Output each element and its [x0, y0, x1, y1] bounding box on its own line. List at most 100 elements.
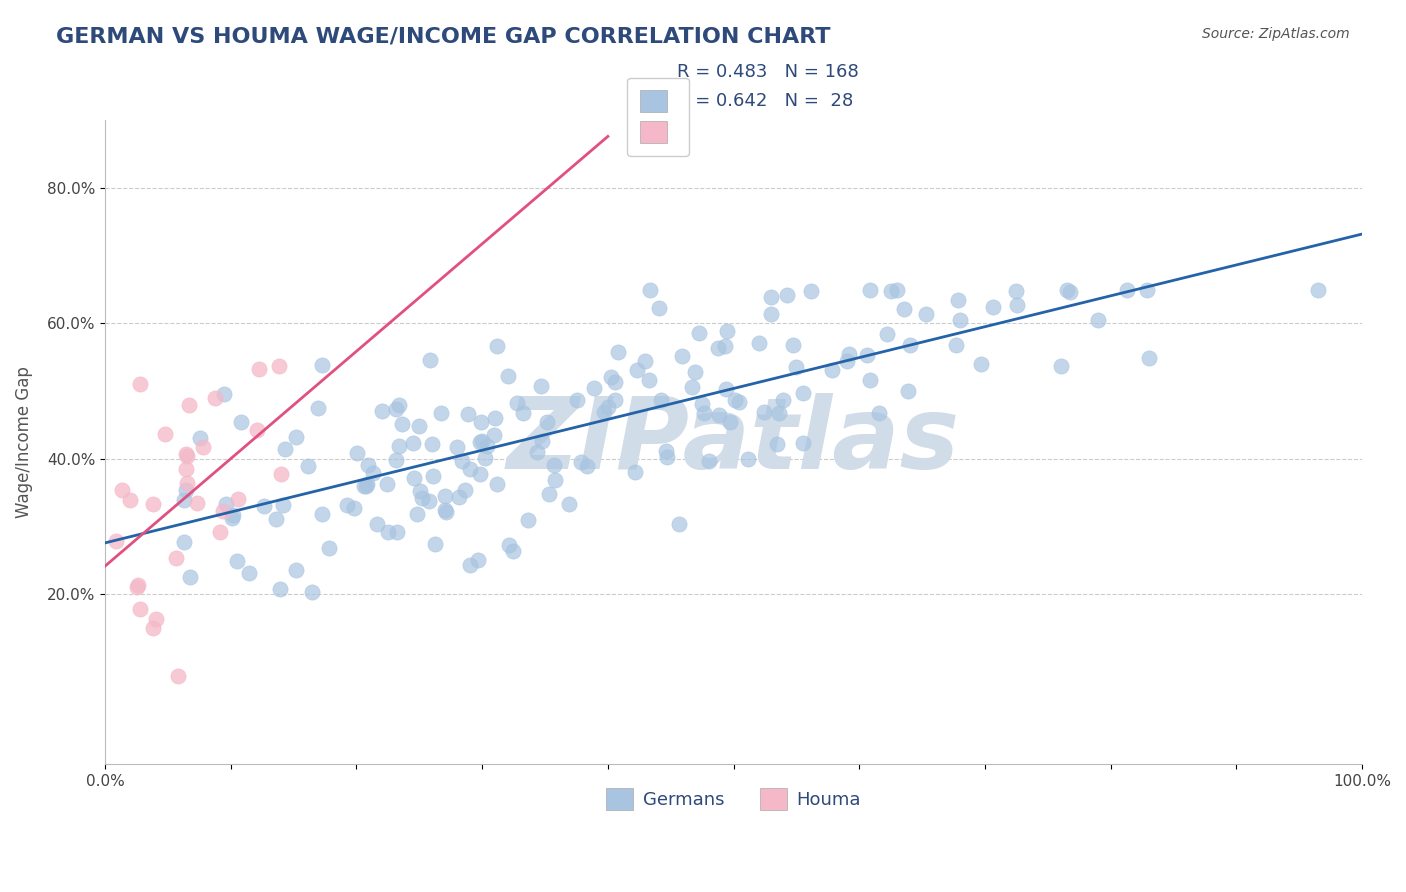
Point: [434, 505, 457, 519]
Point: [145, 611, 167, 625]
Point: [284, 563, 307, 577]
Point: [707, 408, 730, 422]
Point: [284, 430, 307, 444]
Point: [498, 538, 520, 552]
Point: [215, 496, 238, 510]
Point: [127, 580, 149, 594]
Point: [222, 508, 245, 522]
Point: [361, 466, 384, 480]
Point: [506, 395, 529, 409]
Point: [1056, 283, 1078, 297]
Point: [354, 479, 377, 493]
Point: [385, 525, 408, 540]
Point: [718, 415, 741, 429]
Point: [697, 454, 720, 468]
Point: [377, 525, 399, 540]
Point: [737, 452, 759, 467]
Point: [271, 498, 294, 512]
Point: [655, 444, 678, 458]
Point: [212, 504, 235, 518]
Point: [727, 395, 749, 409]
Point: [868, 406, 890, 420]
Point: [269, 359, 291, 374]
Point: [886, 283, 908, 297]
Point: [638, 283, 661, 297]
Point: [357, 458, 380, 472]
Point: [176, 475, 198, 490]
Point: [458, 558, 481, 572]
Point: [531, 434, 554, 448]
Point: [174, 447, 197, 461]
Point: [792, 435, 814, 450]
Point: [247, 362, 270, 376]
Point: [856, 348, 879, 362]
Point: [1059, 285, 1081, 299]
Point: [565, 392, 588, 407]
Point: [422, 469, 444, 483]
Point: [346, 445, 368, 459]
Point: [153, 426, 176, 441]
Point: [486, 476, 509, 491]
Point: [759, 307, 782, 321]
Point: [693, 406, 716, 420]
Point: [859, 373, 882, 387]
Point: [714, 382, 737, 396]
Point: [583, 381, 606, 395]
Point: [208, 524, 231, 539]
Text: R = 0.483   N = 168: R = 0.483 N = 168: [678, 62, 859, 81]
Point: [748, 335, 770, 350]
Point: [468, 467, 491, 481]
Text: GERMAN VS HOUMA WAGE/INCOME GAP CORRELATION CHART: GERMAN VS HOUMA WAGE/INCOME GAP CORRELAT…: [56, 27, 831, 46]
Point: [246, 423, 269, 437]
Point: [512, 406, 534, 420]
Point: [270, 467, 292, 481]
Point: [897, 384, 920, 399]
Point: [1137, 351, 1160, 366]
Point: [186, 496, 208, 510]
Point: [188, 431, 211, 445]
Point: [484, 428, 506, 442]
Point: [655, 450, 678, 464]
Point: [1005, 298, 1028, 312]
Point: [949, 312, 972, 326]
Point: [470, 415, 492, 429]
Point: [274, 442, 297, 457]
Point: [142, 497, 165, 511]
Point: [165, 551, 187, 566]
Point: [177, 398, 200, 412]
Point: [1087, 312, 1109, 326]
Point: [318, 541, 340, 555]
Point: [688, 326, 710, 340]
Point: [544, 473, 567, 487]
Point: [450, 454, 472, 468]
Point: [174, 483, 197, 497]
Point: [946, 293, 969, 308]
Point: [772, 392, 794, 407]
Text: R = 0.642   N =  28: R = 0.642 N = 28: [678, 92, 853, 110]
Text: Source: ZipAtlas.com: Source: ZipAtlas.com: [1202, 27, 1350, 41]
Point: [575, 459, 598, 474]
Point: [454, 483, 477, 498]
Point: [893, 302, 915, 317]
Point: [420, 436, 443, 450]
Point: [174, 462, 197, 476]
Point: [1308, 283, 1330, 297]
Point: [792, 386, 814, 401]
Point: [690, 397, 713, 411]
Point: [624, 465, 647, 479]
Point: [782, 338, 804, 352]
Point: [603, 376, 626, 390]
Point: [391, 417, 413, 431]
Point: [173, 535, 195, 549]
Point: [838, 346, 860, 360]
Point: [983, 300, 1005, 314]
Point: [558, 497, 581, 511]
Point: [118, 492, 141, 507]
Point: [1115, 283, 1137, 297]
Point: [214, 387, 236, 401]
Point: [226, 491, 249, 506]
Point: [418, 494, 440, 508]
Point: [752, 405, 775, 419]
Point: [671, 350, 693, 364]
Point: [127, 578, 149, 592]
